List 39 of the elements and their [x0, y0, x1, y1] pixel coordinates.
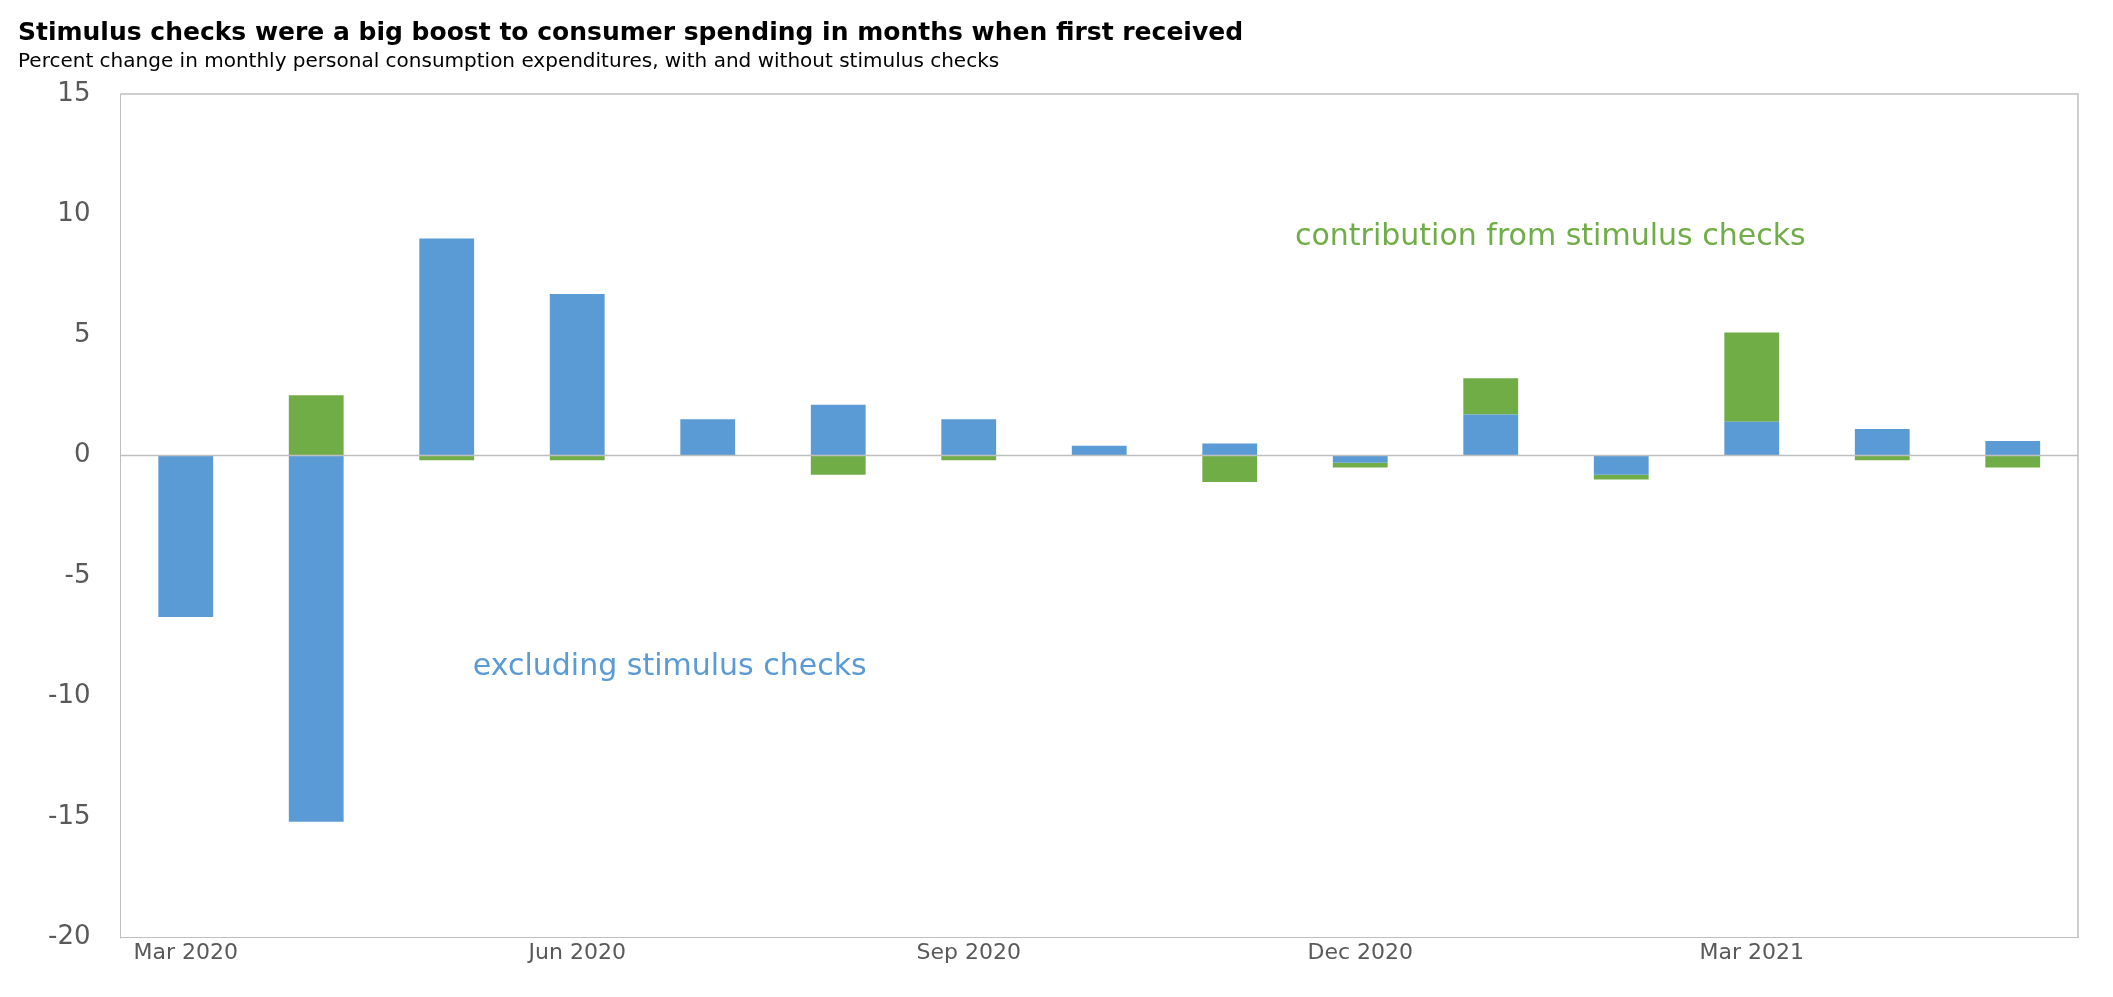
- x-tick-label: Jun 2020: [526, 939, 626, 965]
- bar: [1071, 445, 1127, 456]
- bar: [1202, 443, 1258, 456]
- bar: [1724, 332, 1780, 422]
- bar: [419, 238, 475, 456]
- x-tick-label: Sep 2020: [916, 939, 1021, 965]
- x-tick-label: Mar 2020: [133, 939, 238, 965]
- bar: [1202, 455, 1258, 482]
- bar: [1985, 441, 2041, 456]
- y-tick-label: 5: [73, 317, 91, 348]
- y-tick-label: 15: [57, 76, 91, 107]
- text: excluding stimulus checks: [472, 647, 867, 683]
- y-tick-label: -20: [48, 920, 91, 951]
- chart-title: Stimulus checks were a big boost to consumer spending in months when first received: [18, 16, 1244, 46]
- y-tick-label: -15: [48, 799, 91, 830]
- bar: [288, 455, 344, 822]
- chart-subtitle: Percent change in monthly personal consumption expenditures, with and without stimulus checks: [18, 48, 1000, 73]
- bar: [1593, 455, 1649, 475]
- bar: [1854, 428, 1910, 456]
- bar: [810, 404, 866, 456]
- bar: [288, 395, 344, 456]
- x-tick-label: Mar 2021: [1699, 939, 1804, 965]
- y-tick-label: 10: [57, 197, 91, 228]
- bar: [680, 419, 736, 456]
- bar: [158, 455, 214, 617]
- x-tick-label: Dec 2020: [1307, 939, 1414, 965]
- bar: [1593, 474, 1649, 480]
- bar: [941, 419, 997, 456]
- bar: [1724, 421, 1780, 456]
- text: contribution from stimulus checks: [1294, 217, 1806, 253]
- y-tick-label: -5: [64, 558, 91, 589]
- bar: [1463, 414, 1519, 456]
- bar: [549, 294, 605, 456]
- y-tick-label: -10: [48, 679, 91, 710]
- bar: [810, 455, 866, 475]
- y-tick-label: 0: [73, 438, 91, 469]
- bar: [1332, 462, 1388, 468]
- bar: [1463, 378, 1519, 415]
- bar: [1985, 455, 2041, 468]
